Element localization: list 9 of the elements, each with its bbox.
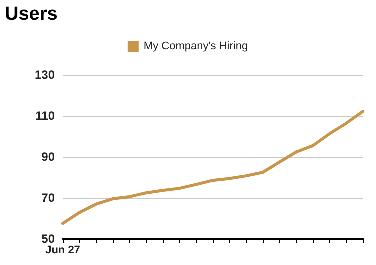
x-tick-label: Jun 27	[46, 244, 80, 256]
y-tick-label: 70	[42, 191, 56, 205]
line-series	[62, 110, 364, 226]
chart-title: Users	[5, 4, 58, 25]
y-tick-label: 130	[34, 68, 56, 82]
y-tick-label: 50	[42, 232, 56, 246]
legend-label: My Company's Hiring	[144, 40, 248, 52]
y-tick-label: 90	[42, 150, 56, 164]
y-tick-label: 110	[36, 109, 56, 123]
